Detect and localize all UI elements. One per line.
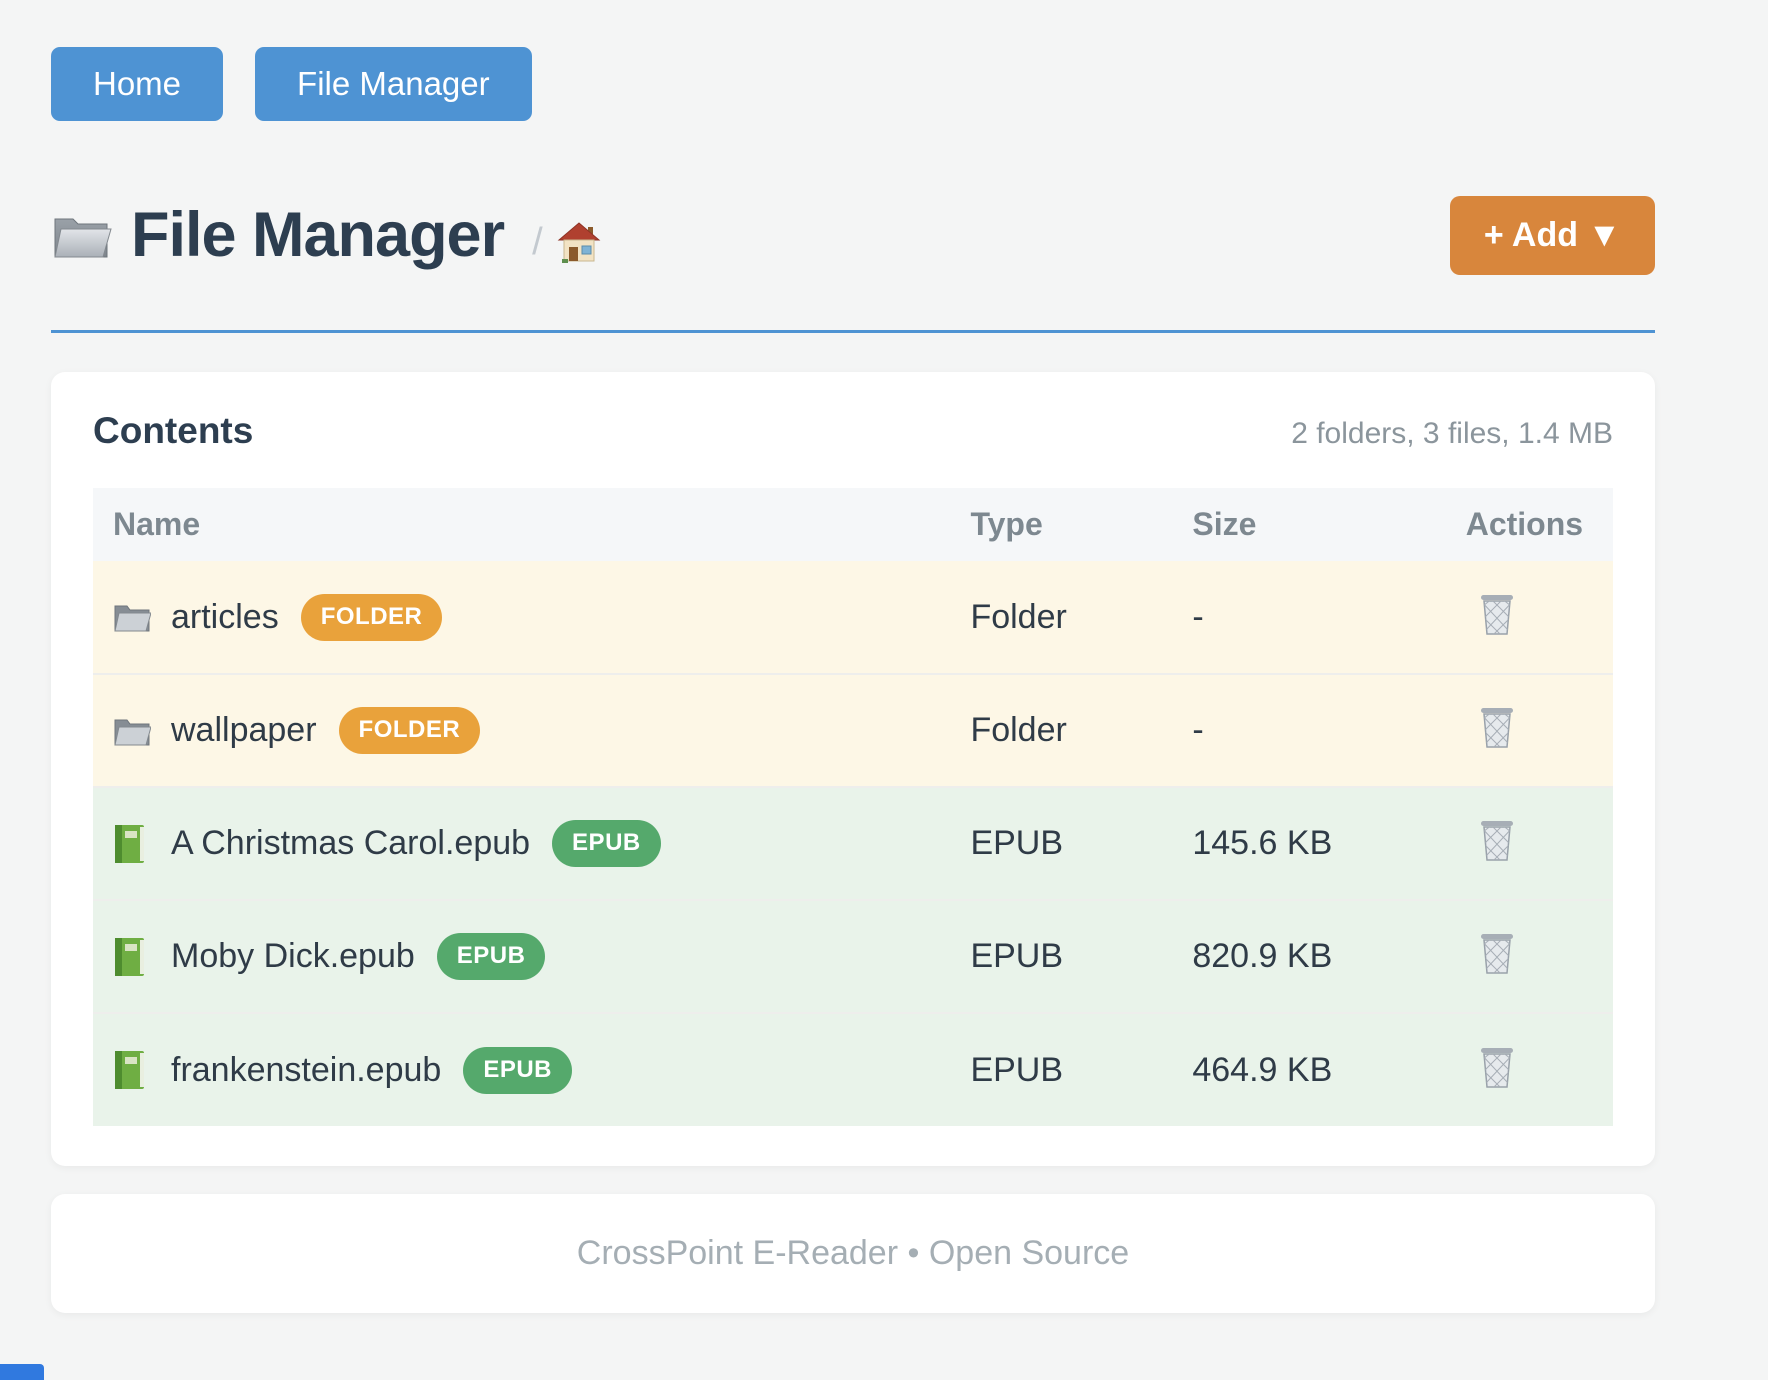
table-row[interactable]: A Christmas Carol.epub EPUB EPUB 145.6 K…: [93, 787, 1613, 900]
trash-icon[interactable]: [1476, 1043, 1518, 1089]
file-type: EPUB: [970, 937, 1064, 975]
card-header: Contents 2 folders, 3 files, 1.4 MB: [93, 410, 1613, 454]
breadcrumb: /: [532, 221, 601, 264]
card-title: Contents: [93, 410, 254, 451]
type-badge: EPUB: [552, 820, 661, 867]
breadcrumb-separator: /: [532, 220, 543, 263]
table-row[interactable]: Moby Dick.epub EPUB EPUB 820.9 KB: [93, 900, 1613, 1013]
title-row: File Manager / + Add ▼: [51, 189, 1655, 281]
file-type: Folder: [970, 597, 1067, 636]
table-row[interactable]: articles FOLDER Folder -: [93, 561, 1613, 674]
trash-icon[interactable]: [1476, 929, 1518, 975]
divider-line: [51, 330, 1655, 333]
type-badge: EPUB: [463, 1046, 572, 1094]
trash-icon[interactable]: [1476, 590, 1518, 636]
column-header-actions: Actions: [1439, 488, 1613, 561]
bottom-left-blue-fragment: [0, 1364, 44, 1380]
folder-icon: [113, 597, 153, 637]
column-header-name: Name: [93, 488, 963, 561]
folder-icon: [113, 711, 153, 751]
file-name[interactable]: A Christmas Carol.epub: [171, 824, 531, 862]
file-type: EPUB: [970, 1050, 1064, 1089]
file-name[interactable]: frankenstein.epub: [171, 1050, 442, 1089]
page-title: File Manager: [131, 200, 505, 270]
footer-card: CrossPoint E-Reader • Open Source: [51, 1194, 1655, 1313]
add-button[interactable]: + Add ▼: [1450, 195, 1655, 275]
file-name[interactable]: articles: [171, 597, 279, 636]
column-header-type: Type: [962, 488, 1185, 561]
column-header-size: Size: [1184, 488, 1440, 561]
file-name[interactable]: wallpaper: [171, 711, 317, 749]
home-button[interactable]: Home: [51, 47, 224, 121]
file-name[interactable]: Moby Dick.epub: [171, 937, 415, 975]
page: Home File Manager File Manager /: [51, 0, 1655, 1313]
file-size: -: [1192, 597, 1204, 636]
file-table: Name Type Size Actions articles FOLDER F…: [93, 488, 1613, 1126]
green-book-icon: [113, 824, 153, 864]
house-icon[interactable]: [557, 221, 601, 263]
type-badge: FOLDER: [338, 707, 481, 754]
contents-card: Contents 2 folders, 3 files, 1.4 MB Name…: [51, 372, 1655, 1166]
folder-icon: [51, 209, 113, 261]
file-type: Folder: [970, 711, 1067, 749]
table-row[interactable]: frankenstein.epub EPUB EPUB 464.9 KB: [93, 1013, 1613, 1126]
table-row[interactable]: wallpaper FOLDER Folder -: [93, 674, 1613, 787]
file-size: 464.9 KB: [1192, 1050, 1333, 1089]
trash-icon[interactable]: [1476, 703, 1518, 749]
table-header: Name Type Size Actions: [93, 488, 1613, 561]
footer-text: CrossPoint E-Reader • Open Source: [576, 1234, 1130, 1272]
type-badge: EPUB: [436, 933, 546, 980]
type-badge: FOLDER: [300, 593, 443, 641]
contents-summary: 2 folders, 3 files, 1.4 MB: [1291, 417, 1613, 450]
green-book-icon: [113, 1050, 153, 1090]
trash-icon[interactable]: [1476, 816, 1518, 862]
file-manager-button[interactable]: File Manager: [255, 47, 532, 121]
file-size: 145.6 KB: [1192, 824, 1333, 862]
file-size: 820.9 KB: [1192, 937, 1333, 975]
top-nav: Home File Manager: [51, 0, 1655, 121]
green-book-icon: [113, 937, 153, 977]
file-size: -: [1192, 711, 1204, 749]
table-body: articles FOLDER Folder -: [93, 561, 1613, 1126]
file-type: EPUB: [970, 824, 1064, 862]
